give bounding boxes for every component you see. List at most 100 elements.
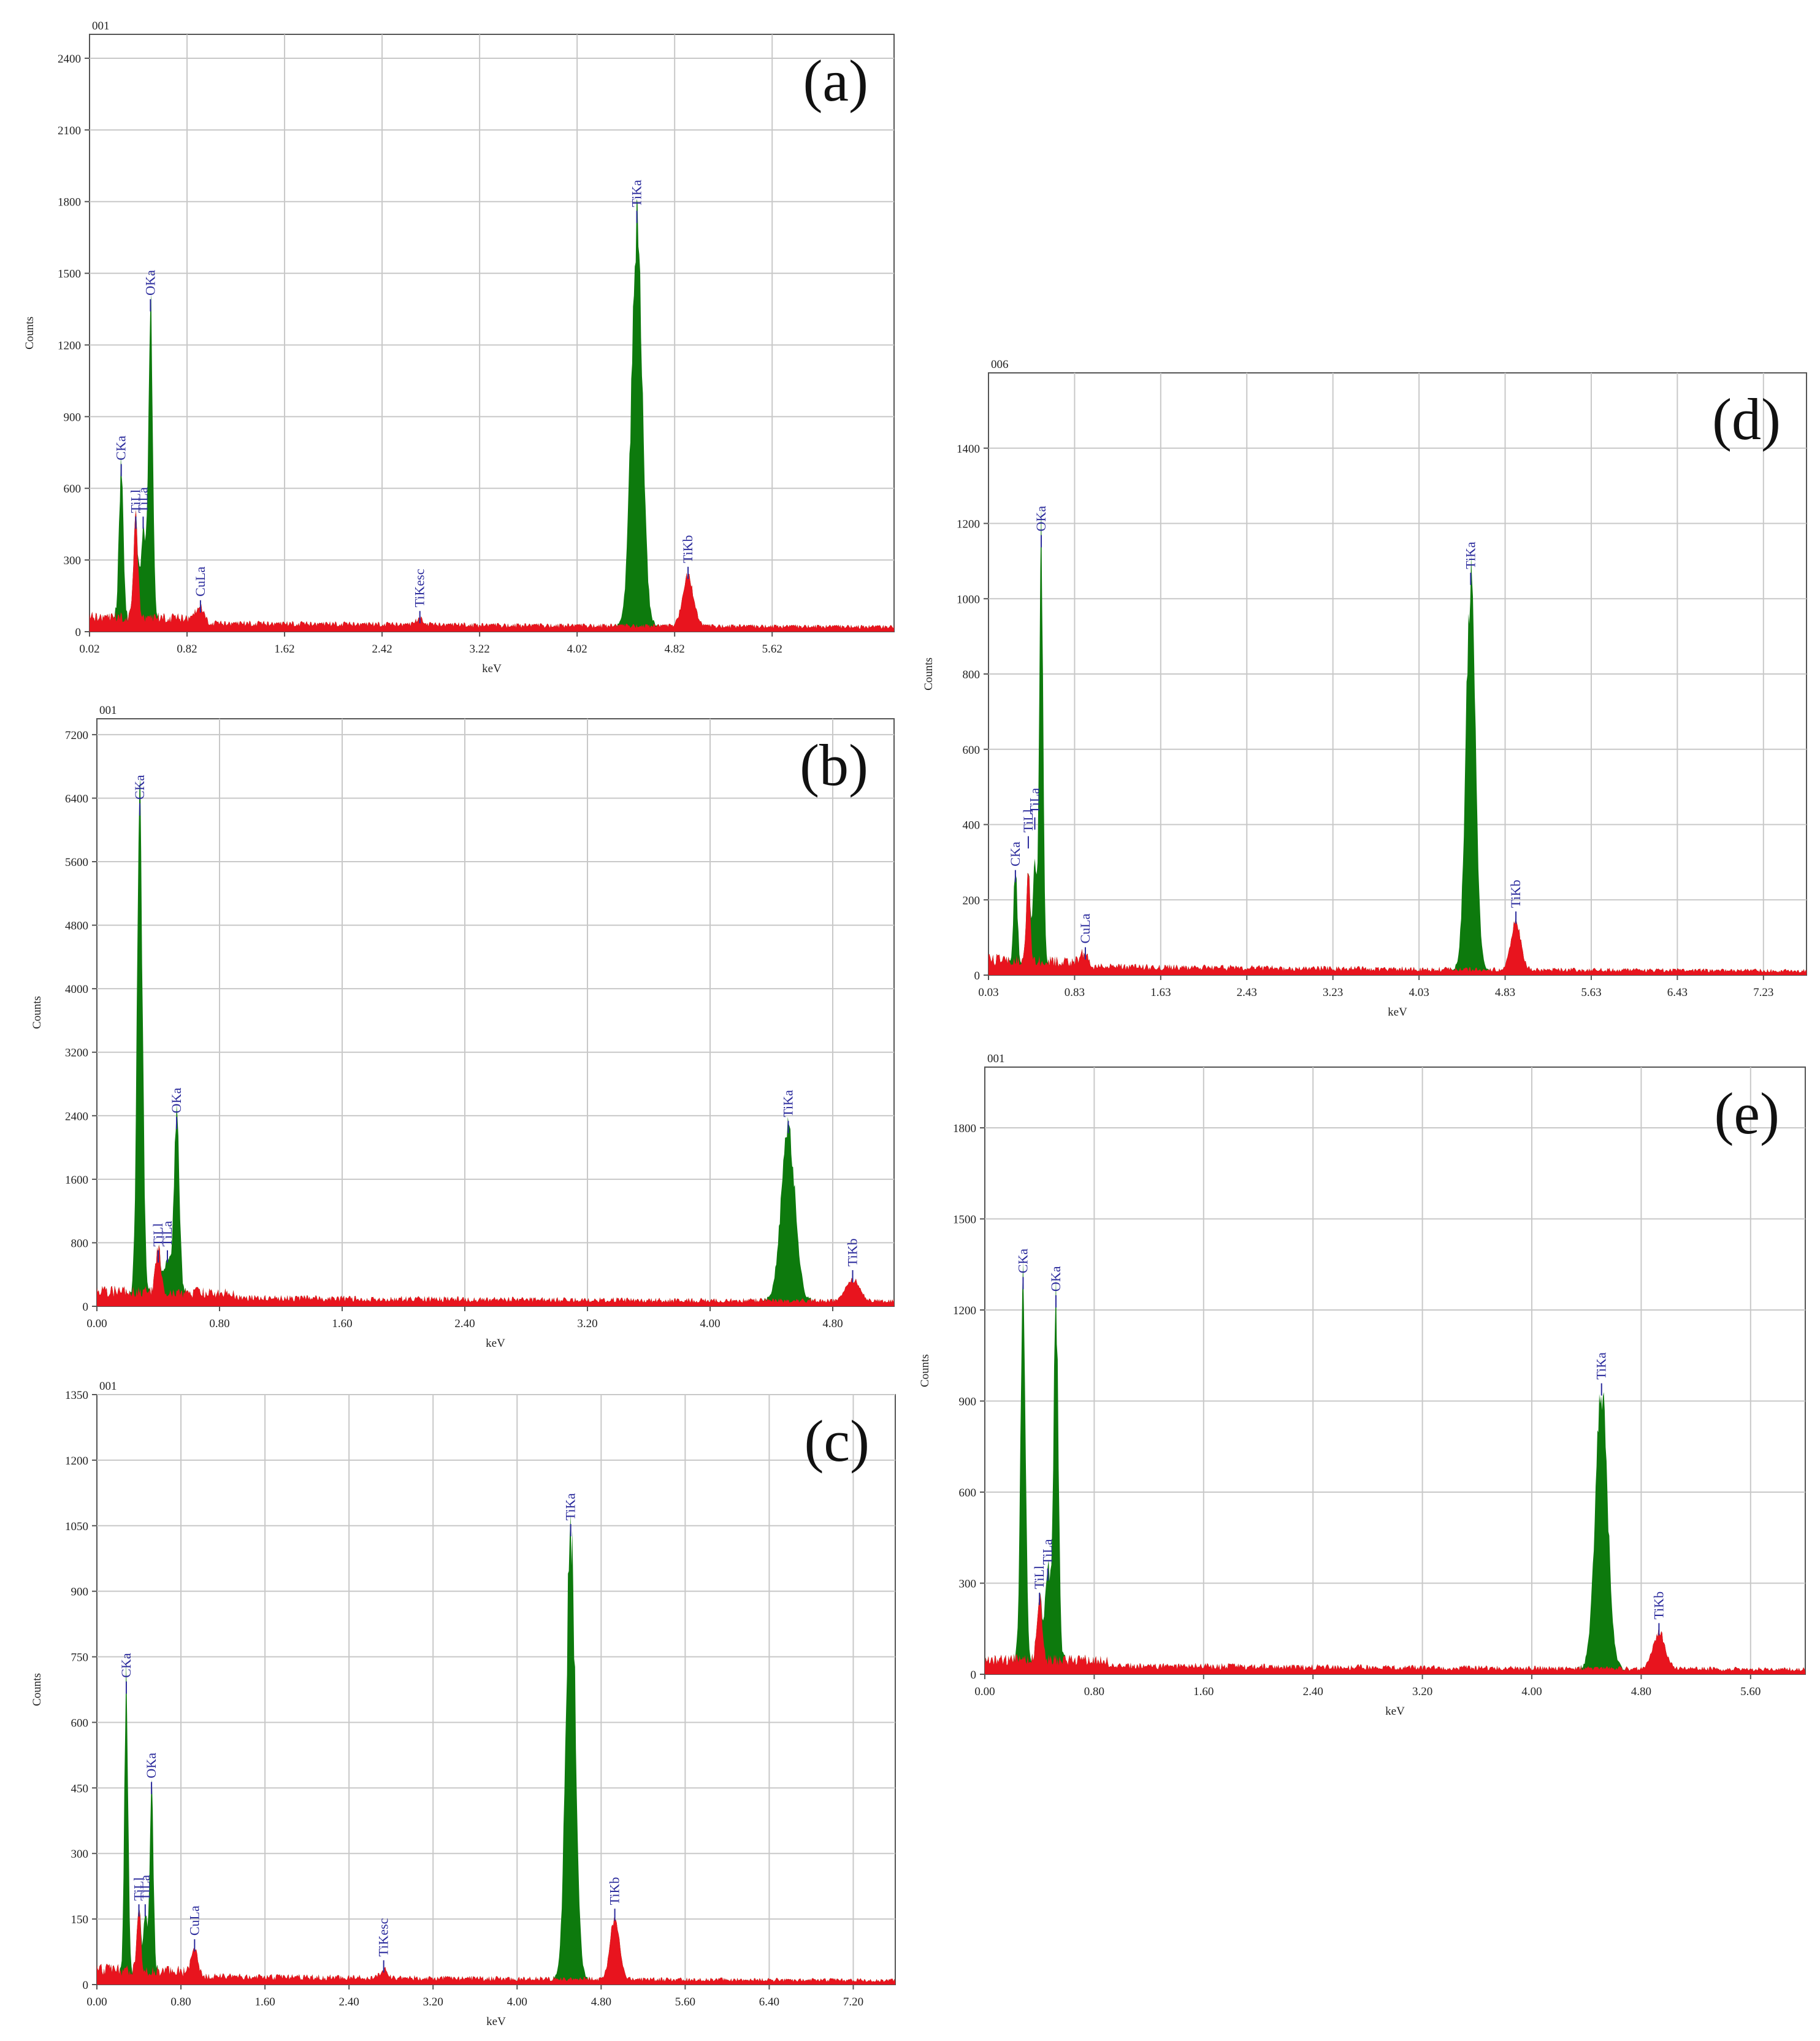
annotation-label: OKa bbox=[142, 270, 158, 296]
annotation-label: TiKesc bbox=[412, 569, 427, 607]
spectrum-red-area bbox=[985, 1592, 1805, 1674]
x-tick-label: 3.20 bbox=[423, 1996, 443, 2008]
y-tick-label: 0 bbox=[83, 1979, 89, 1992]
annotation-label: TiKa bbox=[629, 180, 644, 207]
annotation-label: CKa bbox=[118, 1653, 134, 1678]
x-tick-label: 1.60 bbox=[332, 1317, 352, 1330]
y-axis-label: Counts bbox=[919, 1354, 931, 1387]
x-tick-label: 4.80 bbox=[1631, 1685, 1651, 1698]
x-tick-label: 5.60 bbox=[1740, 1685, 1761, 1698]
x-tick-label: 0.83 bbox=[1065, 986, 1085, 999]
annotation-label: CKa bbox=[113, 435, 129, 461]
x-axis-label: keV bbox=[486, 1337, 505, 1350]
chart-panel: 001 0.02 0.82 1.62 2.42 3.22 4.02 4.82 5.62 0 300 6… bbox=[23, 20, 895, 675]
panel-letter: (a) bbox=[803, 48, 868, 113]
y-axis-label: Counts bbox=[31, 1673, 44, 1706]
annotation-label: TiKb bbox=[845, 1238, 860, 1266]
y-tick-label: 600 bbox=[71, 1717, 89, 1729]
annotation-label: TiKesc bbox=[376, 1918, 391, 1956]
x-tick-label: 4.03 bbox=[1409, 986, 1429, 999]
chart-panel: 001 0.00 0.80 1.60 2.40 3.20 4.00 4.80 5.60 0 300 6… bbox=[919, 1052, 1806, 1718]
x-tick-label: 0.80 bbox=[170, 1996, 191, 2008]
x-tick-label: 7.23 bbox=[1753, 986, 1773, 999]
y-axis-label: Counts bbox=[31, 996, 44, 1029]
x-tick-label: 0.80 bbox=[209, 1317, 229, 1330]
y-tick-label: 200 bbox=[963, 894, 981, 907]
x-tick-label: 4.00 bbox=[700, 1317, 720, 1330]
y-tick-label: 6400 bbox=[65, 792, 88, 805]
x-tick-label: 4.80 bbox=[591, 1996, 611, 2008]
y-tick-label: 300 bbox=[959, 1578, 977, 1591]
annotation-label: TiLl bbox=[1031, 1566, 1047, 1589]
spectrum-red-area bbox=[97, 1244, 894, 1306]
x-tick-label: 5.62 bbox=[762, 643, 782, 656]
x-axis-label: keV bbox=[486, 2015, 506, 2028]
annotation-label: TiKb bbox=[1651, 1591, 1666, 1620]
plot-frame bbox=[984, 1066, 1806, 1675]
x-tick-label: 6.40 bbox=[759, 1996, 779, 2008]
y-tick-label: 3200 bbox=[65, 1047, 88, 1060]
annotation-label: TiKa bbox=[563, 1493, 578, 1520]
y-tick-label: 450 bbox=[71, 1782, 89, 1795]
y-tick-label: 2100 bbox=[58, 124, 81, 137]
y-tick-label: 1800 bbox=[58, 196, 81, 209]
x-tick-label: 5.63 bbox=[1581, 986, 1601, 999]
y-tick-label: 0 bbox=[75, 626, 82, 639]
annotation-label: CuLa bbox=[1077, 913, 1093, 943]
chart-panel: 001 0.00 0.80 1.60 2.40 3.20 4.00 4.80 0 800 1600 2… bbox=[31, 704, 895, 1350]
y-tick-label: 300 bbox=[64, 554, 82, 567]
y-tick-label: 1350 bbox=[65, 1389, 88, 1402]
y-tick-label: 900 bbox=[71, 1586, 89, 1599]
y-tick-label: 0 bbox=[83, 1301, 89, 1314]
y-tick-label: 600 bbox=[963, 744, 981, 757]
x-tick-label: 3.23 bbox=[1323, 986, 1343, 999]
annotation-label: CKa bbox=[1015, 1249, 1030, 1274]
x-tick-label: 6.43 bbox=[1667, 986, 1688, 999]
annotation-label: TiLa bbox=[137, 1875, 153, 1901]
x-tick-label: 4.02 bbox=[567, 643, 587, 656]
x-tick-label: 0.80 bbox=[1084, 1685, 1104, 1698]
spectrum-red-area bbox=[988, 873, 1807, 975]
chart-panel: 001 0.00 0.80 1.60 2.40 3.20 4.00 4.80 5.60 6.40 7… bbox=[31, 1380, 896, 2028]
annotation-label: TiKb bbox=[1508, 880, 1523, 908]
annotation-label: TiLl bbox=[150, 1223, 166, 1246]
x-tick-label: 4.82 bbox=[665, 643, 685, 656]
annotation-label: CuLa bbox=[193, 567, 208, 597]
file-id-label: 001 bbox=[92, 20, 110, 33]
plot-frame bbox=[96, 718, 895, 1307]
x-tick-label: 2.40 bbox=[1303, 1685, 1323, 1698]
file-id-label: 006 bbox=[991, 358, 1009, 371]
annotation-label: CKa bbox=[132, 775, 147, 800]
x-tick-label: 4.00 bbox=[1521, 1685, 1542, 1698]
x-tick-label: 4.80 bbox=[822, 1317, 843, 1330]
y-tick-label: 1000 bbox=[957, 593, 980, 606]
x-tick-label: 0.00 bbox=[86, 1317, 107, 1330]
x-tick-label: 0.82 bbox=[177, 643, 197, 656]
annotation-label: TiLa bbox=[135, 487, 150, 513]
panel-letter: (c) bbox=[804, 1408, 870, 1474]
y-tick-label: 1500 bbox=[953, 1214, 976, 1227]
y-tick-label: 800 bbox=[71, 1237, 89, 1250]
x-tick-label: 1.62 bbox=[274, 643, 294, 656]
y-tick-label: 0 bbox=[971, 1669, 977, 1682]
y-axis-label: Counts bbox=[922, 657, 935, 691]
spectrum-green-area bbox=[97, 778, 894, 1306]
y-tick-label: 900 bbox=[64, 411, 82, 424]
y-tick-label: 0 bbox=[974, 970, 981, 982]
annotation-label: TiKa bbox=[781, 1090, 796, 1117]
file-id-label: 001 bbox=[99, 704, 117, 717]
annotation-label: OKa bbox=[143, 1753, 159, 1779]
x-tick-label: 5.60 bbox=[675, 1996, 695, 2008]
annotation-label: TiLa bbox=[1040, 1539, 1055, 1564]
spectrum-red-area bbox=[90, 510, 894, 632]
x-tick-label: 3.22 bbox=[469, 643, 489, 656]
y-tick-label: 1400 bbox=[957, 443, 980, 456]
y-tick-label: 1200 bbox=[58, 339, 81, 352]
x-tick-label: 0.02 bbox=[79, 643, 99, 656]
x-axis-label: keV bbox=[1385, 1705, 1405, 1718]
y-tick-label: 600 bbox=[959, 1487, 977, 1499]
annotation-label: TiLl bbox=[1020, 809, 1036, 832]
x-tick-label: 7.20 bbox=[843, 1996, 863, 2008]
x-axis-label: keV bbox=[482, 662, 502, 675]
y-tick-label: 1500 bbox=[58, 268, 81, 281]
